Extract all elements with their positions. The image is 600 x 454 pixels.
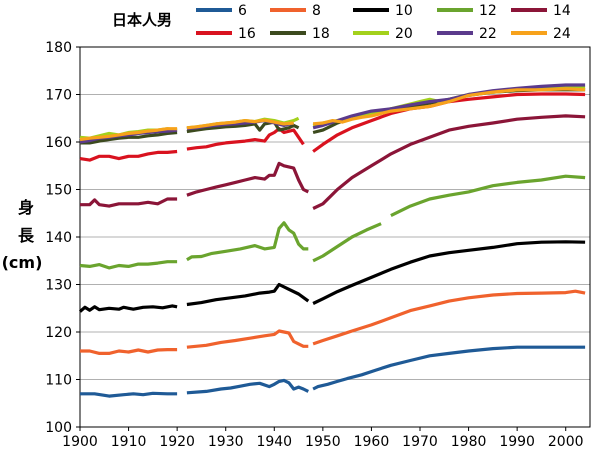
- x-tick-label: 1940: [256, 434, 292, 450]
- y-tick-label: 160: [45, 135, 72, 151]
- x-tick-label: 1960: [354, 434, 390, 450]
- y-tick-label: 180: [45, 40, 72, 56]
- series-line: [186, 378, 310, 395]
- series-line: [186, 221, 309, 262]
- x-tick-label: 1990: [499, 434, 535, 450]
- series-lines: [78, 83, 586, 398]
- legend-item: 18: [270, 26, 330, 42]
- y-tick-label: 150: [45, 183, 72, 199]
- legend-label: 24: [553, 26, 571, 42]
- y-tick-label: 170: [45, 88, 72, 104]
- series-22: [79, 83, 586, 144]
- legend-item: 12: [437, 3, 497, 19]
- series-24: [79, 87, 586, 142]
- series-line: [312, 114, 586, 210]
- x-tick-label: 1980: [451, 434, 487, 450]
- y-axis-label: 身長 (cm): [2, 198, 43, 272]
- y-tick-label: 110: [45, 373, 72, 389]
- series-line: [186, 329, 309, 349]
- legend-label: 10: [395, 3, 413, 19]
- x-tick-label: 2000: [548, 434, 584, 450]
- legend-label: 8: [312, 3, 321, 19]
- series-line: [79, 149, 178, 162]
- series-8: [80, 289, 586, 355]
- series-line: [80, 197, 178, 208]
- series-line: [79, 127, 178, 142]
- legend: 6 8 10 12 14 16 18 20 22 24: [196, 3, 571, 42]
- y-axis-ticks: 100 110 120 130 140 150 160 170 180: [45, 40, 80, 436]
- x-tick-label: 1900: [62, 434, 98, 450]
- series-line: [186, 161, 310, 197]
- series-line: [186, 127, 305, 151]
- y-tick-label: 100: [45, 420, 72, 436]
- legend-item: 10: [353, 3, 413, 19]
- series-line: [312, 87, 586, 126]
- legend-label: 18: [312, 26, 330, 42]
- legend-label: 14: [553, 3, 571, 19]
- x-tick-label: 1930: [208, 434, 244, 450]
- series-line: [312, 289, 586, 346]
- series-line: [78, 304, 178, 313]
- series-line: [186, 282, 310, 307]
- legend-item: 22: [437, 26, 497, 42]
- legend-label: 6: [238, 3, 247, 19]
- legend-item: 14: [511, 3, 571, 19]
- series-line: [186, 120, 300, 134]
- legend-item: 8: [270, 3, 321, 19]
- series-line: [312, 83, 586, 130]
- series-line: [312, 345, 586, 391]
- series-line: [390, 174, 586, 218]
- legend-item: 20: [353, 26, 413, 42]
- x-tick-label: 1920: [159, 434, 195, 450]
- y-axis-label-part: (cm): [2, 253, 43, 272]
- chart-title: 日本人男: [112, 11, 172, 29]
- legend-item: 6: [196, 3, 247, 19]
- legend-label: 20: [395, 26, 413, 42]
- series-line: [312, 222, 382, 263]
- series-line: [312, 240, 586, 305]
- legend-label: 22: [479, 26, 497, 42]
- y-tick-label: 140: [45, 230, 72, 246]
- x-tick-label: 1950: [305, 434, 341, 450]
- series-12: [79, 174, 586, 270]
- series-10: [78, 240, 586, 313]
- grid-lines: [80, 94, 590, 380]
- x-tick-label: 1970: [402, 434, 438, 450]
- x-axis-ticks: 1900 1910 1920 1930 1940 1950 1960 1970 1980 1990…: [62, 427, 584, 450]
- series-line: [79, 260, 178, 270]
- x-tick-label: 1910: [111, 434, 147, 450]
- series-6: [80, 345, 586, 398]
- y-axis-label-part: 身: [18, 198, 34, 217]
- series-line: [80, 130, 178, 145]
- legend-label: 16: [238, 26, 256, 42]
- series-line: [80, 348, 178, 355]
- series-18: [80, 88, 586, 145]
- y-tick-label: 130: [45, 278, 72, 294]
- legend-item: 24: [511, 26, 571, 42]
- series-line: [186, 118, 294, 130]
- legend-item: 16: [196, 26, 256, 42]
- y-tick-label: 120: [45, 325, 72, 341]
- y-axis-label-part: 長: [18, 226, 35, 245]
- series-14: [80, 114, 586, 210]
- legend-label: 12: [479, 3, 497, 19]
- series-line: [80, 391, 178, 398]
